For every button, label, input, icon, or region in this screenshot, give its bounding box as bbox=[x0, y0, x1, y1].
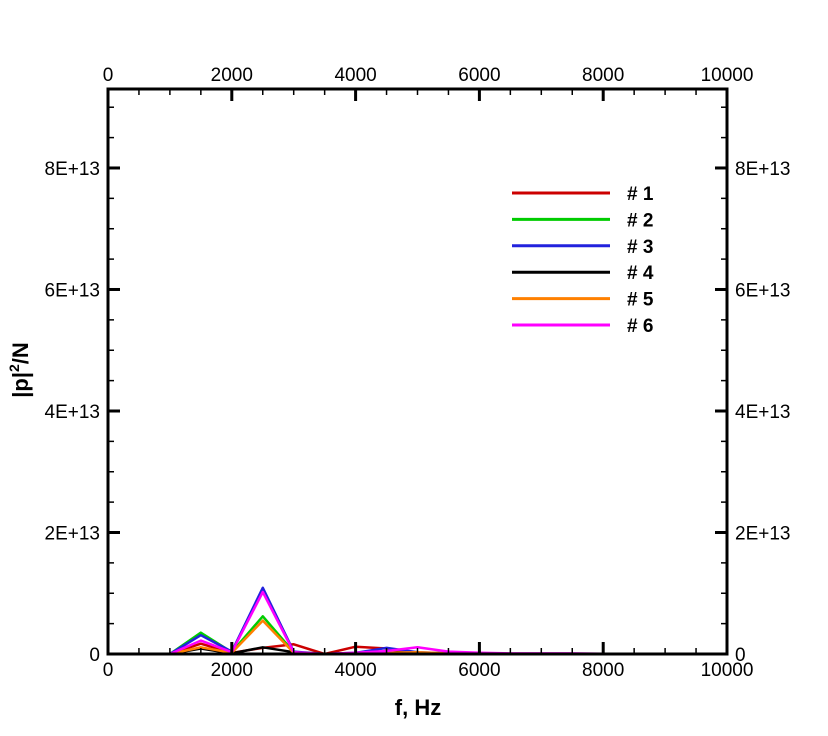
x-tick-label-top: 6000 bbox=[458, 65, 500, 86]
x-tick-label-top: 2000 bbox=[211, 65, 253, 86]
legend-label-1: # 1 bbox=[627, 184, 654, 205]
legend-label-3: # 3 bbox=[627, 237, 653, 258]
y-tick-label-right: 8E+13 bbox=[735, 159, 790, 180]
x-tick-label-bottom: 10000 bbox=[701, 660, 754, 681]
legend-label-2: # 2 bbox=[627, 210, 653, 231]
legend-label-4: # 4 bbox=[627, 263, 654, 284]
x-axis-title: f, Hz bbox=[395, 695, 441, 720]
y-axis-title-tail: /N bbox=[8, 342, 33, 364]
legend-label-5: # 5 bbox=[627, 290, 654, 311]
y-tick-label-left: 8E+13 bbox=[45, 159, 100, 180]
series-line-3 bbox=[169, 586, 727, 656]
x-tick-label-top: 10000 bbox=[701, 65, 754, 86]
y-tick-label-right: 0 bbox=[735, 645, 746, 666]
y-tick-label-right: 2E+13 bbox=[735, 523, 790, 544]
x-tick-label-bottom: 2000 bbox=[211, 660, 253, 681]
x-tick-label-top: 8000 bbox=[582, 65, 624, 86]
y-tick-label-right: 4E+13 bbox=[735, 402, 790, 423]
legend: # 1 # 2 # 3 # 4 # 5 # 6 bbox=[512, 184, 654, 337]
x-tick-label-bottom: 4000 bbox=[334, 660, 376, 681]
axes-layer bbox=[106, 87, 729, 656]
x-tick-label-bottom: 0 bbox=[103, 660, 114, 681]
y-axis-title-base: |p| bbox=[8, 372, 33, 398]
x-tick-label-bottom: 8000 bbox=[582, 660, 624, 681]
y-tick-label-left: 2E+13 bbox=[45, 523, 100, 544]
legend-label-6: # 6 bbox=[627, 316, 653, 337]
y-tick-label-left: 6E+13 bbox=[45, 280, 100, 301]
y-axis-title: |p|2/N bbox=[6, 342, 33, 398]
x-tick-label-bottom: 6000 bbox=[458, 660, 500, 681]
y-tick-label-left: 0 bbox=[89, 645, 100, 666]
plot-frame bbox=[106, 87, 729, 656]
x-tick-label-top: 0 bbox=[103, 65, 114, 86]
series-layer bbox=[169, 586, 727, 656]
y-tick-label-left: 4E+13 bbox=[45, 402, 100, 423]
y-tick-label-right: 6E+13 bbox=[735, 280, 790, 301]
x-tick-label-top: 4000 bbox=[334, 65, 376, 86]
labels-layer: 0020002000400040006000600080008000100001… bbox=[45, 65, 791, 681]
y-axis-title-superscript: 2 bbox=[6, 364, 22, 372]
series-line-6 bbox=[169, 590, 727, 656]
